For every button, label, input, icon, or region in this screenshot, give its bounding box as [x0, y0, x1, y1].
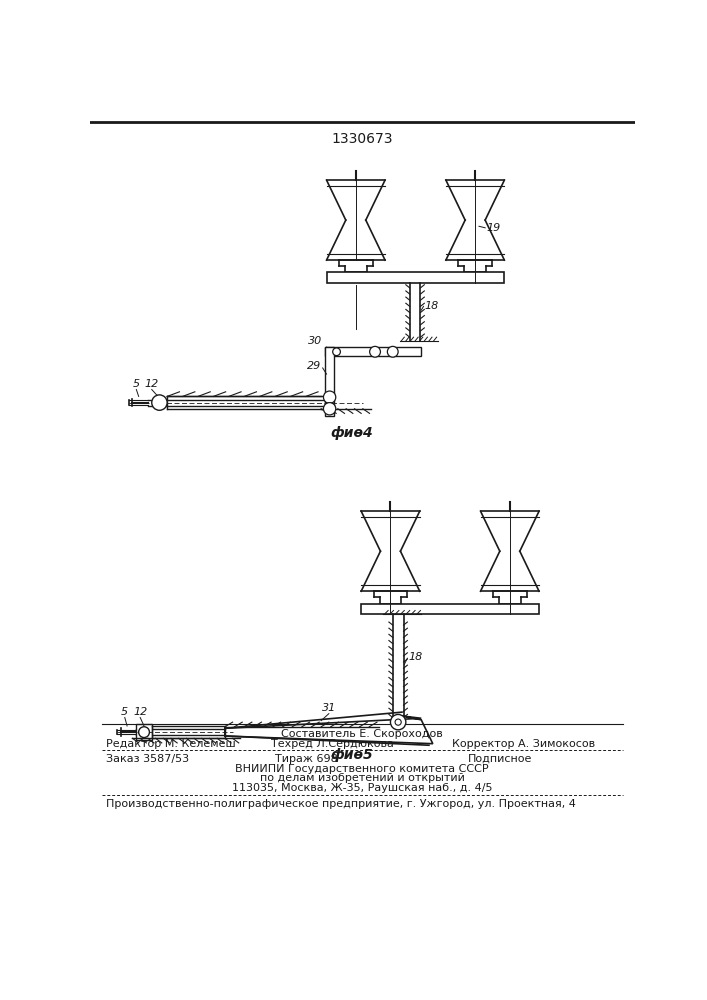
- Circle shape: [395, 719, 402, 725]
- Circle shape: [333, 348, 340, 356]
- Text: 12: 12: [133, 707, 147, 717]
- FancyBboxPatch shape: [325, 347, 334, 416]
- FancyBboxPatch shape: [361, 604, 539, 614]
- Text: 18: 18: [408, 652, 422, 662]
- Circle shape: [324, 403, 336, 415]
- FancyBboxPatch shape: [136, 724, 152, 740]
- Text: 1330673: 1330673: [331, 132, 392, 146]
- Text: Заказ 3587/53: Заказ 3587/53: [105, 754, 189, 764]
- Circle shape: [370, 346, 380, 357]
- Circle shape: [390, 714, 406, 730]
- Text: 5: 5: [121, 707, 129, 717]
- FancyBboxPatch shape: [325, 347, 421, 356]
- Text: 12: 12: [145, 379, 159, 389]
- Text: по делам изобретений и открытий: по делам изобретений и открытий: [259, 773, 464, 783]
- Text: Редактор М. Келемеш: Редактор М. Келемеш: [105, 739, 235, 749]
- Text: 19: 19: [486, 223, 501, 233]
- Circle shape: [152, 395, 167, 410]
- Text: Корректор А. Зимокосов: Корректор А. Зимокосов: [452, 739, 595, 749]
- Text: 113035, Москва, Ж-35, Раушская наб., д. 4/5: 113035, Москва, Ж-35, Раушская наб., д. …: [232, 783, 492, 793]
- Circle shape: [324, 391, 336, 403]
- Text: Техред Л.Сердюкова: Техред Л.Сердюкова: [271, 739, 394, 749]
- Circle shape: [139, 727, 149, 738]
- FancyBboxPatch shape: [327, 272, 504, 283]
- Text: фиѳ5: фиѳ5: [331, 748, 373, 762]
- Text: Подписное: Подписное: [467, 754, 532, 764]
- Text: Составитель Е. Скороходов: Составитель Е. Скороходов: [281, 729, 443, 739]
- Text: 5: 5: [133, 379, 140, 389]
- Text: 18: 18: [424, 301, 438, 311]
- Circle shape: [387, 346, 398, 357]
- Text: фиѳ4: фиѳ4: [331, 426, 373, 440]
- Text: Тираж 698: Тираж 698: [275, 754, 338, 764]
- Text: 30: 30: [308, 336, 322, 346]
- Polygon shape: [225, 716, 433, 744]
- Text: 31: 31: [322, 703, 336, 713]
- Text: ВНИИПИ Государственного комитета СССР: ВНИИПИ Государственного комитета СССР: [235, 764, 489, 774]
- Text: Производственно-полиграфическое предприятие, г. Ужгород, ул. Проектная, 4: Производственно-полиграфическое предприя…: [105, 799, 575, 809]
- Text: 29: 29: [307, 361, 321, 371]
